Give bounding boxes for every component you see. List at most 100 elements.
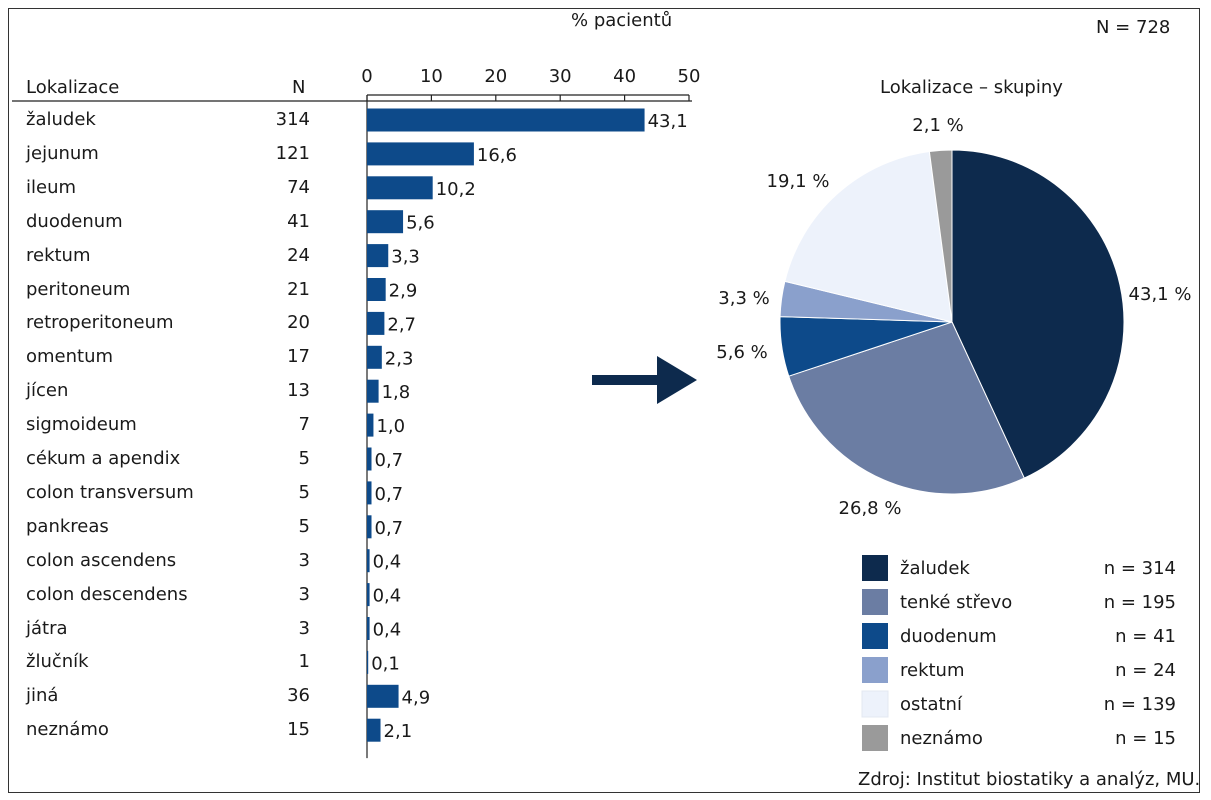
category-label: duodenum — [26, 210, 123, 232]
bar-value-label: 43,1 — [648, 111, 688, 132]
legend-swatch — [862, 589, 888, 615]
category-n-value: 1 — [298, 651, 310, 673]
category-n-value: 36 — [287, 685, 310, 707]
legend-count: n = 195 — [1104, 592, 1176, 613]
category-label: rektum — [26, 244, 91, 266]
category-n-value: 5 — [298, 515, 310, 537]
category-n-value: 3 — [298, 583, 310, 605]
bar-value-label: 3,3 — [391, 247, 420, 268]
bar-value-label: 0,7 — [375, 450, 404, 471]
legend-swatch — [862, 725, 888, 751]
category-n-value: 24 — [287, 244, 310, 266]
legend-swatch — [861, 690, 889, 718]
bar — [367, 244, 389, 268]
category-n-value: 5 — [298, 481, 310, 503]
total-n-label: N = 728 — [1096, 17, 1171, 38]
category-label: jejunum — [26, 142, 99, 164]
x-tick-label: 40 — [613, 66, 636, 87]
category-label: žaludek — [26, 109, 96, 130]
bar-value-label: 0,4 — [373, 620, 402, 641]
category-n-value: 5 — [298, 448, 310, 469]
pie-value-label: 5,6 % — [716, 342, 767, 363]
legend-label: tenké střevo — [900, 592, 1012, 613]
legend-label: ostatní — [900, 694, 963, 715]
x-tick-label: 50 — [678, 66, 701, 87]
bar — [367, 684, 399, 708]
legend-swatch — [862, 555, 888, 581]
figure-frame — [8, 8, 1200, 793]
bar-value-label: 1,8 — [382, 382, 411, 403]
pie-value-label: 43,1 % — [1129, 284, 1192, 305]
pie-slice — [784, 150, 953, 323]
legend-label: neznámo — [900, 728, 983, 749]
bar — [367, 650, 369, 674]
bar-value-label: 0,7 — [375, 484, 404, 505]
bar — [367, 278, 386, 301]
bar-value-label: 2,7 — [387, 314, 416, 335]
bar-value-label: 0,4 — [373, 552, 402, 573]
legend-swatch — [862, 623, 888, 649]
legend-swatch — [862, 657, 888, 683]
bar — [367, 345, 382, 369]
category-n-value: 121 — [275, 142, 310, 164]
bar — [367, 447, 372, 471]
category-label: peritoneum — [26, 278, 131, 300]
bar — [367, 718, 381, 742]
category-label: žlučník — [26, 651, 89, 673]
bar-value-label: 0,7 — [375, 518, 404, 539]
row-header-lokalizace: Lokalizace — [26, 77, 120, 98]
category-n-value: 3 — [298, 549, 310, 571]
legend-label: žaludek — [900, 558, 970, 579]
bar — [367, 379, 379, 403]
bar-value-label: 4,9 — [402, 687, 431, 708]
bar — [367, 108, 645, 132]
bar-value-label: 16,6 — [477, 145, 517, 166]
pie-value-label: 3,3 % — [718, 288, 769, 309]
bar — [367, 481, 372, 505]
category-n-value: 7 — [298, 414, 310, 436]
category-n-value: 74 — [287, 176, 310, 198]
pie-value-label: 19,1 % — [767, 171, 830, 192]
bar-value-label: 10,2 — [436, 179, 476, 200]
category-label: pankreas — [26, 515, 109, 537]
bar — [367, 583, 370, 607]
x-tick-label: 20 — [484, 66, 507, 87]
category-label: omentum — [26, 346, 114, 368]
pie-slice — [928, 149, 953, 323]
category-label: colon descendens — [26, 583, 188, 605]
bar-value-label: 5,6 — [406, 213, 435, 234]
category-label: ileum — [26, 176, 77, 198]
legend-count: n = 314 — [1104, 558, 1176, 579]
category-n-value: 13 — [287, 380, 310, 402]
category-n-value: 41 — [287, 210, 310, 232]
category-label: retroperitoneum — [26, 312, 174, 334]
bar — [367, 413, 374, 437]
bar — [367, 617, 370, 640]
legend-count: n = 24 — [1115, 660, 1176, 681]
pie-slice — [951, 149, 1125, 479]
legend-count: n = 15 — [1115, 728, 1176, 749]
pie-value-label: 2,1 % — [912, 115, 963, 136]
category-n-value: 20 — [287, 312, 310, 334]
bar — [367, 176, 433, 200]
category-n-value: 15 — [287, 719, 310, 741]
bar-chart-title: % pacientů — [571, 10, 673, 31]
bar-value-label: 0,4 — [373, 586, 402, 607]
category-n-value: 17 — [287, 346, 310, 368]
bar — [367, 210, 404, 234]
legend-count: n = 139 — [1104, 694, 1176, 715]
pie-chart-title: Lokalizace – skupiny — [880, 77, 1063, 98]
bar — [367, 142, 474, 166]
pie-slice — [788, 321, 1025, 495]
legend-label: rektum — [900, 660, 965, 681]
category-n-value: 21 — [287, 278, 310, 300]
bar-value-label: 1,0 — [376, 416, 405, 437]
arrow-shaft — [592, 375, 660, 385]
arrow-head — [657, 356, 697, 404]
bar-value-label: 2,1 — [384, 721, 413, 742]
category-label: jiná — [26, 685, 59, 707]
x-tick-label: 0 — [361, 66, 372, 87]
category-label: játra — [26, 617, 68, 639]
bar-value-label: 2,3 — [385, 348, 414, 369]
